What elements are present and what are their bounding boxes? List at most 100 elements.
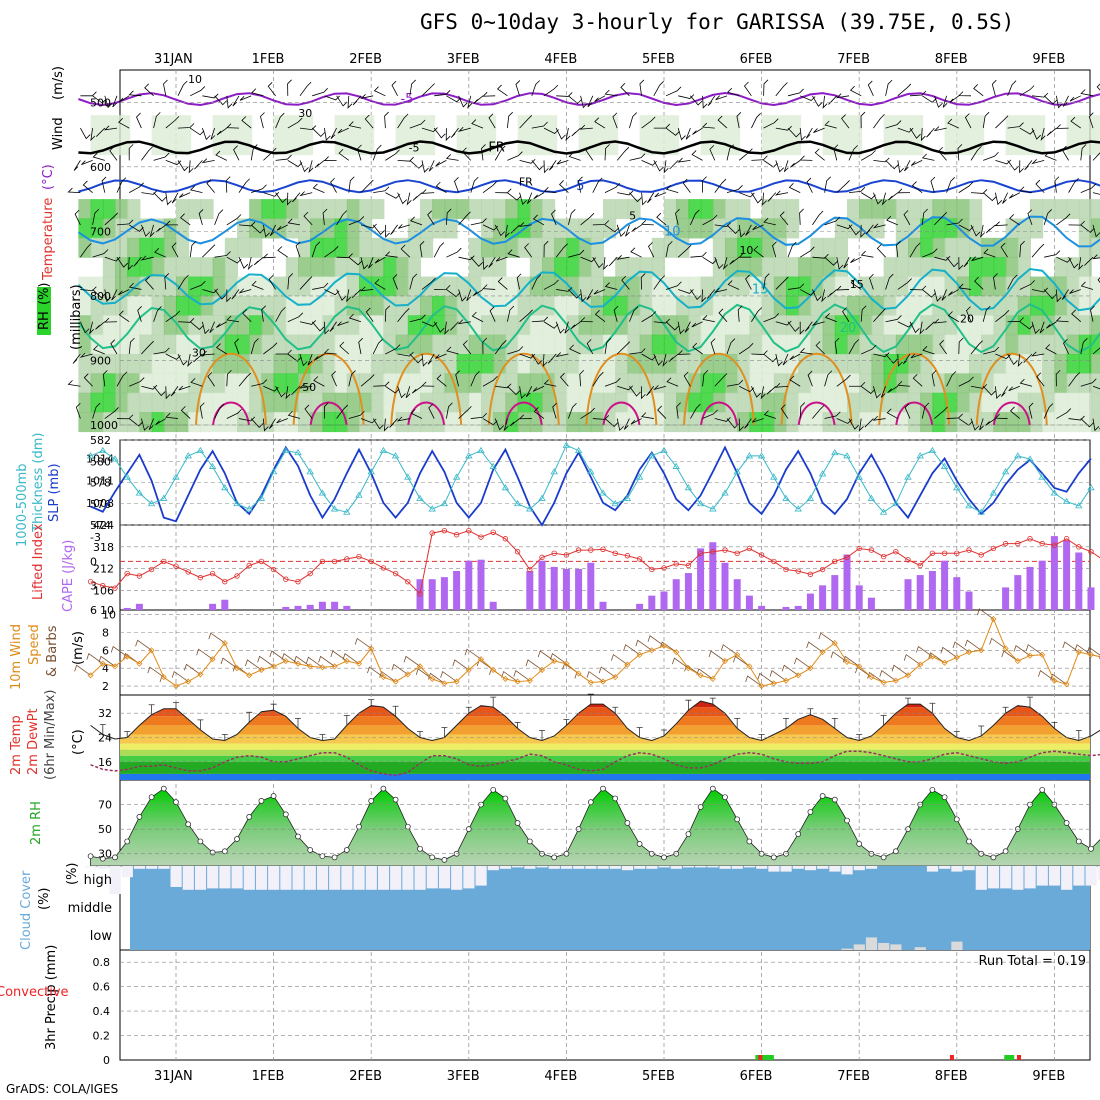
cloud-low-bar xyxy=(865,937,878,950)
rh-cell xyxy=(102,354,116,375)
temp-minmax-whisker xyxy=(685,699,692,711)
rh-cell xyxy=(212,354,226,375)
cloud-high-gap xyxy=(1048,866,1061,886)
rh-cell xyxy=(554,412,568,433)
cloud-high-gap xyxy=(194,866,207,890)
rh2m-point xyxy=(1075,838,1082,845)
wind10-barb xyxy=(928,652,945,664)
wind-barb xyxy=(934,289,942,302)
wind10-barb xyxy=(781,664,799,676)
contour-label: 30 xyxy=(192,347,206,360)
wind-barb xyxy=(104,256,121,262)
rh-cell xyxy=(310,354,324,375)
wind-barb xyxy=(922,248,938,258)
rh-cell xyxy=(603,315,617,336)
rh-cell xyxy=(1078,373,1092,394)
thickness-point xyxy=(294,448,302,456)
wind10-point xyxy=(233,665,241,672)
wind-barb xyxy=(568,152,581,161)
rh-cell xyxy=(590,257,604,278)
wind10-barb xyxy=(367,666,384,678)
wind-barb xyxy=(1019,378,1033,387)
rh-cell xyxy=(993,257,1007,278)
wind-barb xyxy=(995,115,1009,129)
temp-minmax-whisker xyxy=(1002,706,1009,714)
rh-cell xyxy=(871,373,885,394)
wind-barb xyxy=(446,346,459,355)
wind-barb xyxy=(668,353,679,362)
rh-cell xyxy=(102,412,116,433)
wind-barb xyxy=(677,244,692,258)
wind-barb xyxy=(329,321,337,332)
cloud-low-bar xyxy=(853,944,865,950)
lifted-point xyxy=(307,570,313,577)
wind10-barb xyxy=(306,656,323,668)
temp-band xyxy=(120,761,1090,774)
cloud-high-gap xyxy=(658,866,670,868)
rh-cell xyxy=(151,115,192,156)
wind10-point xyxy=(819,648,826,656)
wind-barb xyxy=(177,353,188,366)
rh-cell xyxy=(237,295,251,316)
wind-barb xyxy=(958,376,974,387)
wind10-point xyxy=(782,677,790,684)
wind-barb xyxy=(153,112,161,129)
wind-barb xyxy=(702,370,709,387)
wind10-line xyxy=(90,617,1100,687)
rh-cell xyxy=(895,334,909,355)
rh2m-point xyxy=(1039,786,1046,793)
wind-barb xyxy=(933,126,947,132)
cloud-high-gap xyxy=(963,866,975,871)
wind10-point xyxy=(795,672,802,679)
rh-cell xyxy=(981,373,995,394)
rh2m-point xyxy=(807,809,814,815)
wind-barb xyxy=(1071,309,1082,323)
rh-cell xyxy=(139,373,153,394)
wind-barb xyxy=(881,192,887,206)
wind-barb xyxy=(760,386,766,400)
wind-barb xyxy=(104,317,118,323)
temp-minmax-whisker xyxy=(856,734,863,741)
thickness-tick: 582 xyxy=(90,434,111,447)
wind10-barb xyxy=(940,646,958,658)
wind10-barb xyxy=(586,670,604,682)
rh-cell xyxy=(456,199,470,220)
rh-cell xyxy=(737,354,751,375)
thickness-point xyxy=(782,494,790,501)
wind-barb xyxy=(617,385,633,391)
cape-bar xyxy=(709,542,717,610)
wind-barb xyxy=(897,380,911,387)
rh2m-point xyxy=(441,857,448,863)
rh-cell xyxy=(1054,412,1068,433)
wind-barb xyxy=(462,340,472,355)
wind-barb xyxy=(848,339,860,355)
wind-barb xyxy=(238,372,251,387)
rh-cell xyxy=(273,295,287,316)
precip-bar xyxy=(763,1055,774,1060)
wind-barb xyxy=(1092,254,1100,260)
rh-cell xyxy=(676,412,690,433)
wind-barb xyxy=(427,210,435,226)
rh-cell xyxy=(102,295,116,316)
wind-barb xyxy=(337,127,349,134)
wind-barb xyxy=(427,353,435,365)
rh-cell xyxy=(761,257,775,278)
cape-bar xyxy=(721,562,729,610)
rh-cell xyxy=(310,237,324,258)
rh-cell xyxy=(468,237,482,258)
wind-barb xyxy=(373,86,386,97)
wind-barb xyxy=(555,321,565,334)
wind-barb xyxy=(897,83,912,97)
rh-cell xyxy=(517,295,531,316)
rh-cell xyxy=(627,315,641,336)
wind-barb xyxy=(199,402,205,419)
rh-cell xyxy=(346,412,360,433)
chart-title: GFS 0~10day 3-hourly for GARISSA (39.75E… xyxy=(420,10,1015,34)
wind-barb xyxy=(531,316,549,323)
rh-cell xyxy=(725,392,739,413)
wind-barb xyxy=(860,111,866,129)
lifted-point xyxy=(1002,540,1009,547)
rh-cell xyxy=(151,218,165,239)
rh-cell xyxy=(176,412,190,433)
rh-cell xyxy=(566,412,580,433)
